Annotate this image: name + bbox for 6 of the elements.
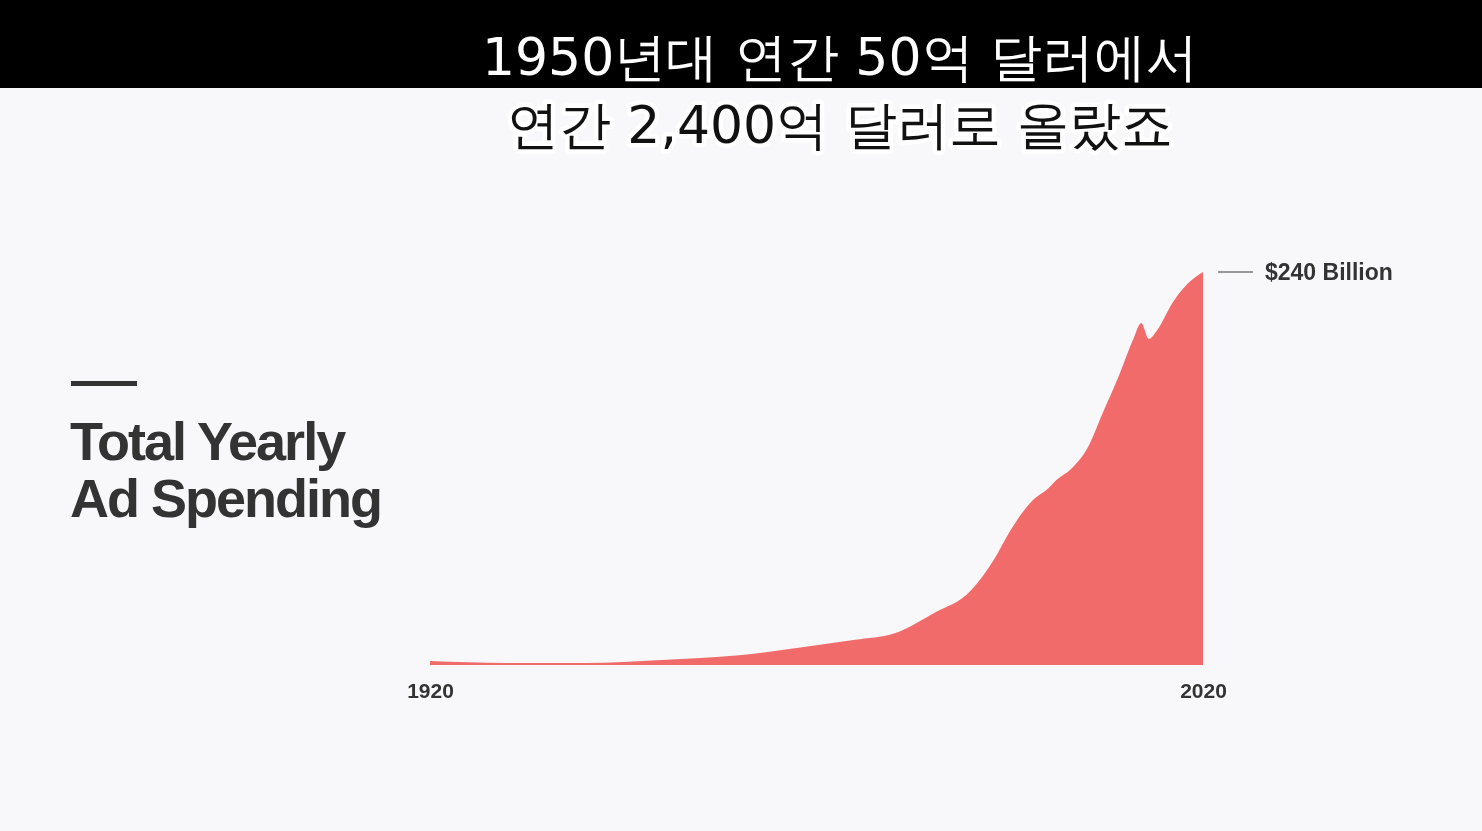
text: Total Yearly Ad Spending <box>70 411 381 528</box>
annotation: $240 Billion <box>1265 259 1393 285</box>
text: 연간 2,400억 달러로 올랐죠 <box>506 95 1174 155</box>
x-tick-label: 1920 <box>407 678 454 702</box>
x-tick-label: 2020 <box>1180 678 1227 702</box>
text: 1950년대 연간 50억 달러에서 <box>481 27 1199 87</box>
